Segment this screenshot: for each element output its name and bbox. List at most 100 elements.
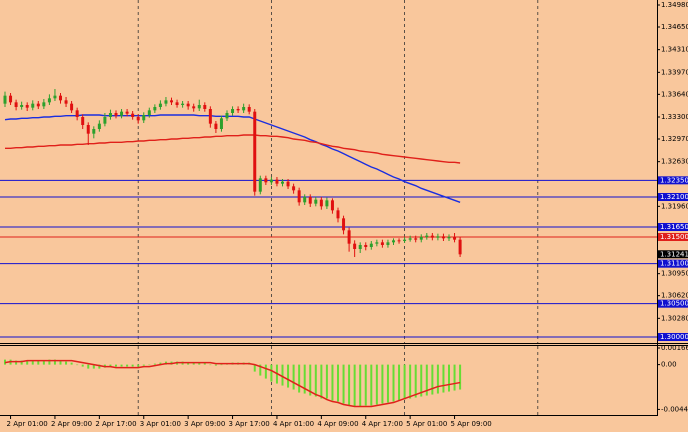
indicator-bar [53,359,56,365]
candle-body [375,242,379,244]
x-tick-label: 5 Apr 01:00 [406,420,447,428]
indicator-bar [370,364,373,406]
candle-body [425,235,429,237]
candle-body [9,95,13,103]
candle-body [120,111,124,116]
x-tick-label: 3 Apr 09:00 [184,420,225,428]
y-tick-label: 1.34980 [661,1,688,9]
candle-body [14,102,18,107]
candle-body [108,113,112,117]
indicator-bar [120,364,123,367]
x-tick-label: 4 Apr 17:00 [362,420,403,428]
candle-body [47,98,51,103]
indicator-bar [20,360,23,365]
candle-body [42,102,46,107]
indicator-bar [148,364,151,366]
indicator-bar [375,364,378,405]
candle-body [275,179,279,184]
candle-body [92,129,96,134]
indicator-bar [342,364,345,404]
level-label-box [658,299,688,308]
x-tick-label: 2 Apr 09:00 [51,420,92,428]
level-label-box [658,223,688,231]
candle-body [64,100,68,104]
candle-body [458,239,462,255]
indicator-bar [76,364,79,366]
indicator-bar [15,360,18,365]
candle-body [131,113,135,117]
indicator-bar [142,364,145,366]
candle-body [3,95,7,104]
level-label: 1.30500 [660,300,688,308]
candle-body [75,110,79,117]
indicator-bar [320,364,323,399]
indicator-bar [398,364,401,401]
moving-average [4,114,461,203]
candle-body [408,238,412,240]
candle-body [319,199,323,207]
candle-body [269,179,273,183]
indicator-bar [386,364,389,403]
indicator-bar [109,364,112,367]
signal-line [4,359,461,408]
candle-body [430,235,434,238]
candle-body [125,111,129,114]
candle-body [242,107,246,111]
level-label-box [658,233,688,241]
indicator-bar [214,364,217,366]
candle-body [59,95,62,101]
indicator-bar [87,364,90,369]
candle-body [142,115,146,121]
candle-body [53,95,57,99]
indicator-bar [159,362,162,365]
candle-body [153,107,157,111]
indicator-bar [153,363,156,365]
candle-body [214,123,218,129]
indicator-bar [126,364,129,367]
level-label-box [658,176,688,185]
x-tick-label: 4 Apr 09:00 [317,420,358,428]
y-tick-label: 1.32630 [661,158,688,166]
level-label-box [658,193,688,201]
candle-body [86,125,90,134]
candle-body [325,200,329,207]
candle-body [330,200,334,211]
indicator-bar [364,364,367,406]
indicator-bar [98,364,101,369]
candle-body [208,109,212,124]
indicator-bar [31,360,34,365]
y-tick-label: 1.32970 [661,135,688,143]
indicator-bar [309,364,312,396]
candle-body [225,113,229,119]
candle-body [441,236,445,239]
indicator-bar [253,364,256,372]
x-tick-label: 2 Apr 01:00 [7,420,48,428]
indicator-bar [425,364,428,396]
indicator-bar [325,364,328,399]
level-label: 1.32100 [660,193,688,201]
y-tick-label: 1.31960 [661,202,688,210]
indicator-bar [459,364,462,390]
candle-body [297,190,301,203]
level-label: 1.31500 [660,233,688,241]
indicator-bar [409,364,412,399]
candle-body [364,245,368,247]
y-tick-label: 1.33640 [661,90,688,98]
candle-body [81,117,85,125]
indicator-bar [203,362,206,365]
indicator-bar [436,364,439,394]
indicator-bar [92,364,95,369]
candle-body [314,199,318,204]
candle-body [369,243,373,247]
x-tick-label: 4 Apr 01:00 [273,420,314,428]
indicator-bar [420,364,423,397]
current-price-label: 1.31241 [660,250,688,258]
candle-body [453,237,457,240]
x-tick-label: 5 Apr 09:00 [451,420,492,428]
candle-body [447,237,451,239]
candle-body [286,181,290,187]
candle-body [258,178,262,192]
candle-body [336,210,340,219]
level-label-box [658,333,688,341]
indicator-bar [259,364,262,376]
